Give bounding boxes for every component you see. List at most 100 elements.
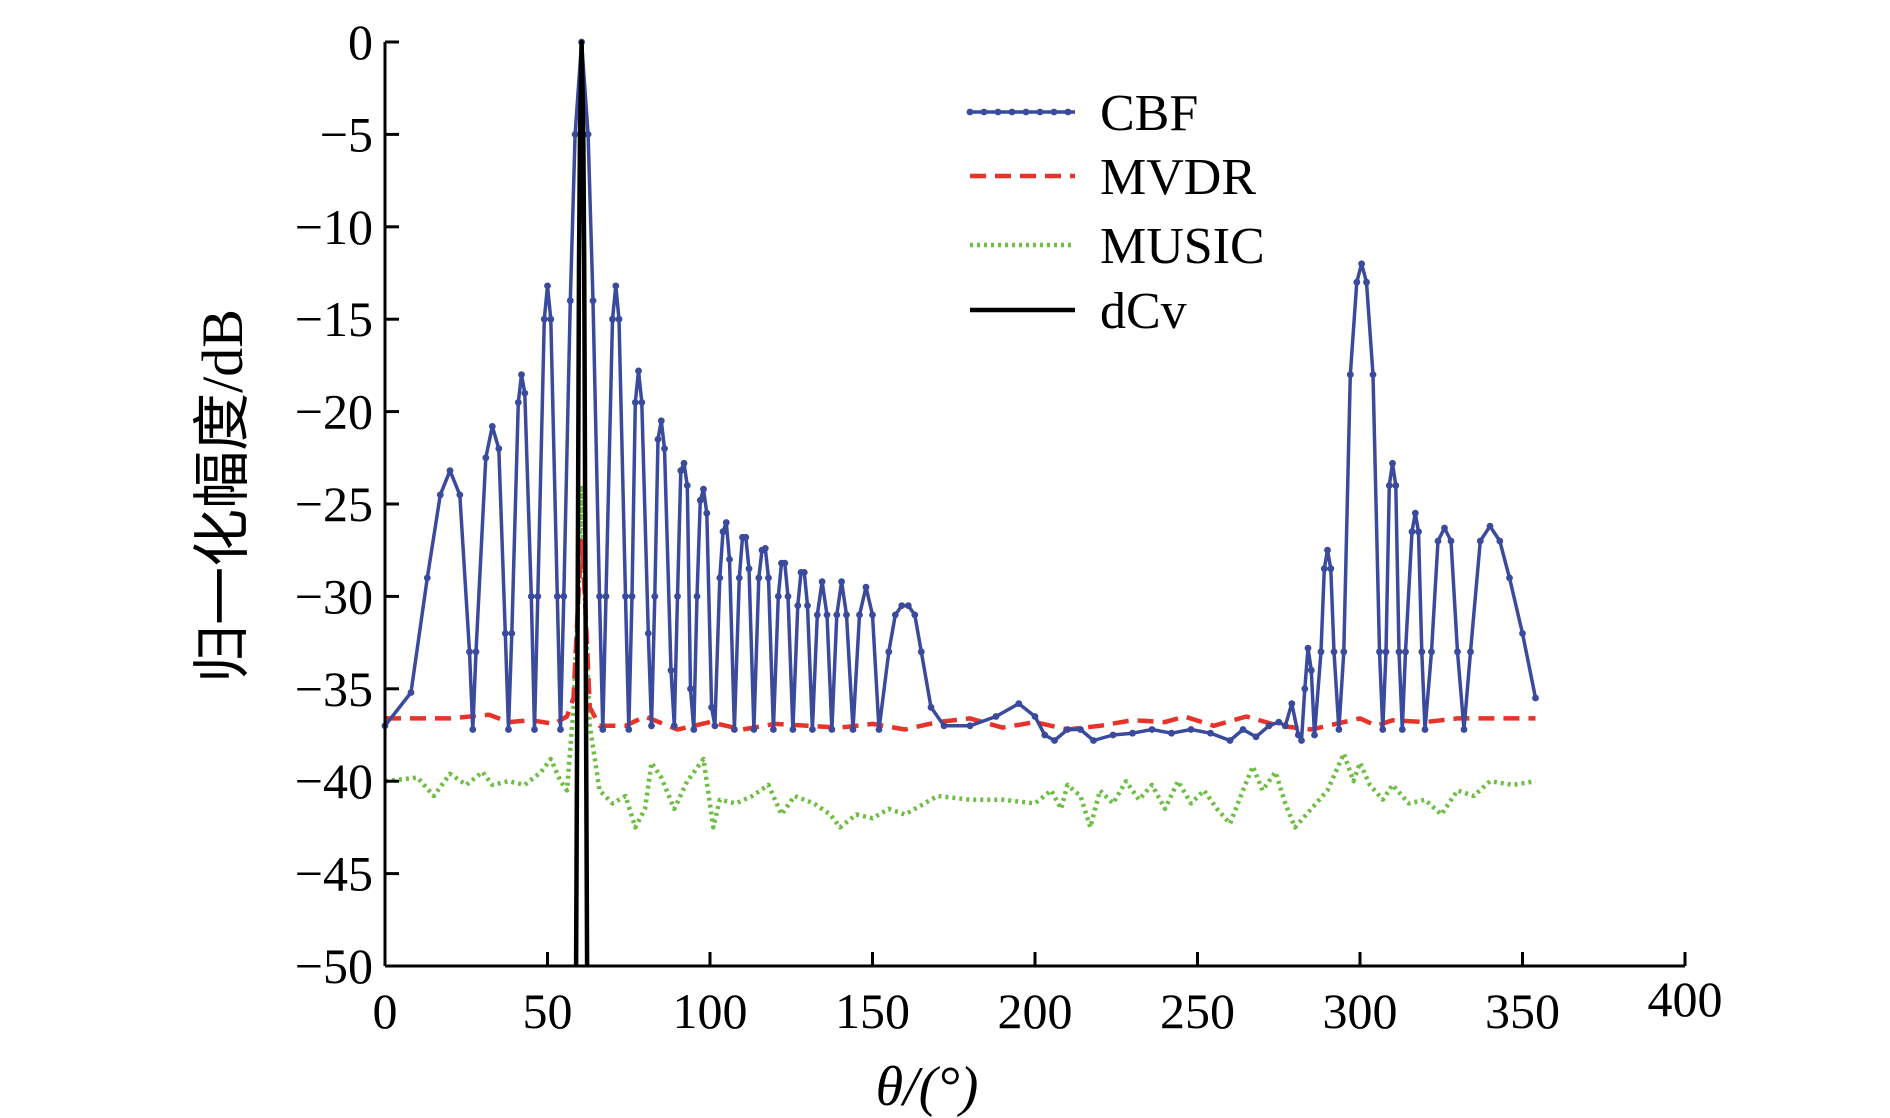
data-point [750,726,758,733]
data-point [1311,731,1318,739]
data-point [469,726,477,733]
data-point [1476,537,1484,545]
data-point [1447,537,1455,545]
data-point [553,593,561,600]
data-point [992,713,1000,720]
data-point [690,726,698,733]
data-point [566,297,574,305]
data-point [745,565,753,573]
data-point [596,593,603,600]
data-point [813,611,821,619]
data-point [631,399,639,406]
y-tick-label: −50 [295,938,373,994]
data-point [1239,726,1247,733]
data-point [708,703,715,711]
data-point [514,399,522,406]
y-tick-label: −10 [295,199,373,255]
legend-item-dcv: dCv [970,283,1187,340]
legend-marker [1064,108,1072,116]
legend-marker [1022,108,1030,116]
data-point [466,648,473,656]
data-point [589,297,597,305]
data-point [719,528,727,536]
data-point [1408,528,1416,536]
data-point [680,459,688,467]
data-point [1506,574,1513,582]
data-point [628,593,636,600]
data-point [869,611,876,619]
data-point [833,611,841,619]
data-point [828,726,836,733]
data-point [784,593,792,600]
data-point [770,726,777,733]
legend-label: CBF [1100,85,1198,142]
data-point [703,509,711,517]
data-point [547,315,555,323]
data-point [885,648,893,656]
legend-marker [980,108,988,116]
data-point [904,602,912,609]
data-point [940,722,948,730]
data-point [1402,648,1409,656]
data-point [670,722,678,730]
data-point [1418,648,1426,656]
data-point [862,583,870,591]
data-point [761,545,769,552]
data-point [1363,278,1370,286]
y-axis-label: 归一化幅度/dB [190,309,255,683]
series-line-music [384,483,1536,830]
data-point [1340,648,1348,656]
data-point [781,559,789,567]
data-point [1460,726,1468,733]
data-point [612,282,620,290]
data-point [508,630,516,637]
x-tick-label: 100 [673,983,748,1039]
data-point [622,593,629,600]
data-point [1207,729,1214,737]
data-point [1031,713,1039,720]
data-point [794,602,802,609]
data-point [1358,260,1365,268]
series-line-dcv [573,39,590,967]
data-point [843,611,850,619]
data-point [898,602,906,609]
data-point [875,726,883,733]
data-point [1434,537,1442,545]
x-tick-label: 300 [1323,983,1398,1039]
y-tick-label: −20 [295,384,373,440]
data-point [1519,630,1526,637]
data-point [674,593,681,600]
data-point [1411,509,1419,517]
data-point [927,703,935,711]
data-point [495,445,503,452]
data-point [677,467,685,475]
data-point [1327,565,1335,573]
y-tick-label: −45 [295,846,373,902]
y-tick-label: −35 [295,661,373,717]
x-tick-label: 400 [1648,971,1723,1027]
data-point [654,435,662,443]
legend-marker [1036,108,1044,116]
data-point [602,593,610,600]
data-point [823,611,831,619]
data-point [755,574,763,582]
data-point [1428,648,1435,656]
data-point [599,726,607,733]
data-point [1265,722,1273,730]
legend-label: MUSIC [1100,218,1265,275]
data-point [1486,522,1494,530]
x-tick-label: 350 [1485,983,1560,1039]
data-point [584,131,592,138]
data-point [735,574,743,582]
y-tick-label: −5 [320,106,373,162]
data-point [1415,528,1422,536]
data-point [1320,565,1328,573]
data-point [609,315,616,323]
data-point [635,367,642,375]
data-point [488,423,496,430]
data-point [683,482,691,489]
data-point [731,726,738,733]
data-point [1335,726,1343,733]
data-point [1148,726,1156,733]
